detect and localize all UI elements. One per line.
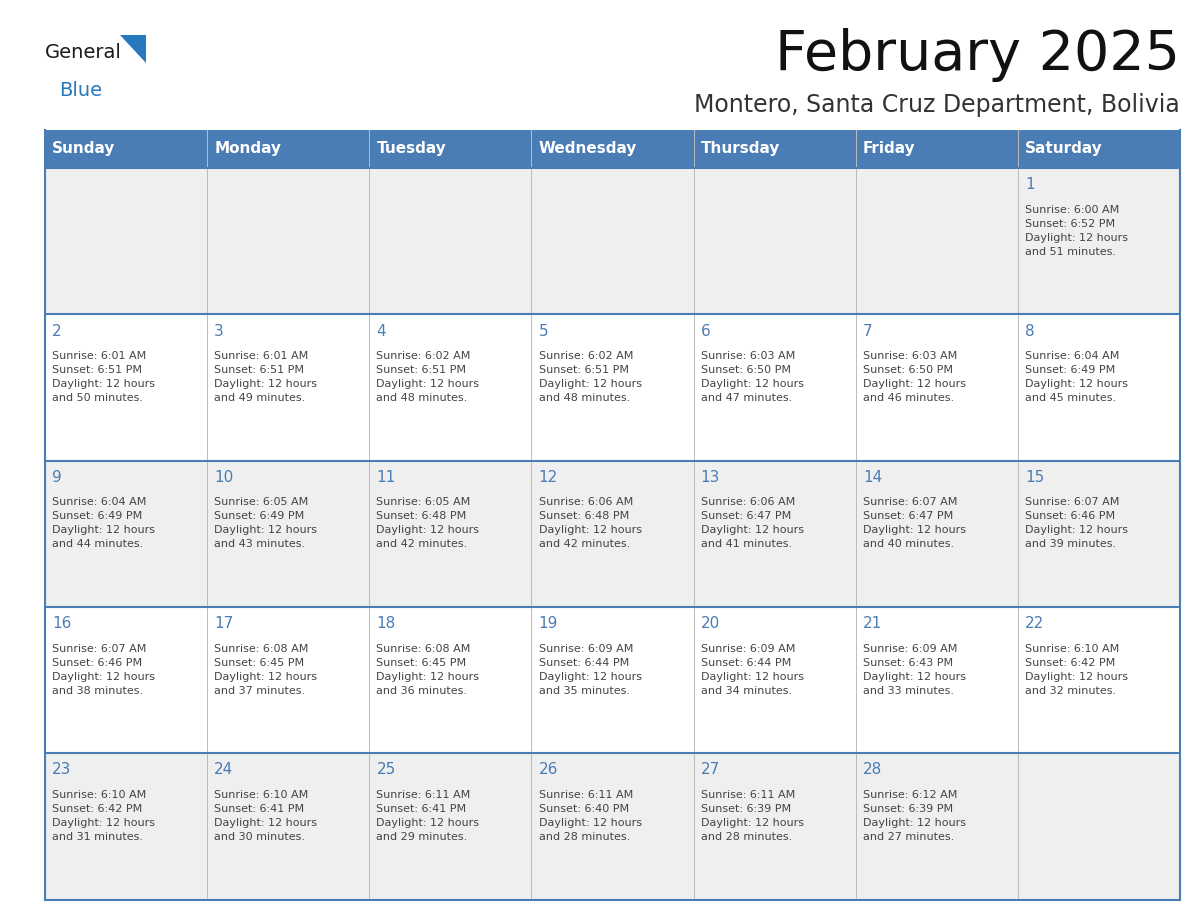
Text: Sunrise: 6:02 AM
Sunset: 6:51 PM
Daylight: 12 hours
and 48 minutes.: Sunrise: 6:02 AM Sunset: 6:51 PM Dayligh… (538, 351, 642, 403)
Text: Saturday: Saturday (1025, 141, 1102, 156)
Bar (45, 754, 1180, 900)
Text: Sunrise: 6:09 AM
Sunset: 6:43 PM
Daylight: 12 hours
and 33 minutes.: Sunrise: 6:09 AM Sunset: 6:43 PM Dayligh… (862, 644, 966, 696)
Text: 23: 23 (52, 763, 71, 778)
Text: 1: 1 (1025, 177, 1035, 192)
Text: Sunrise: 6:02 AM
Sunset: 6:51 PM
Daylight: 12 hours
and 48 minutes.: Sunrise: 6:02 AM Sunset: 6:51 PM Dayligh… (377, 351, 480, 403)
Text: Wednesday: Wednesday (538, 141, 637, 156)
Text: Sunrise: 6:11 AM
Sunset: 6:39 PM
Daylight: 12 hours
and 28 minutes.: Sunrise: 6:11 AM Sunset: 6:39 PM Dayligh… (701, 790, 804, 842)
Text: Sunrise: 6:03 AM
Sunset: 6:50 PM
Daylight: 12 hours
and 46 minutes.: Sunrise: 6:03 AM Sunset: 6:50 PM Dayligh… (862, 351, 966, 403)
Text: 3: 3 (214, 323, 225, 339)
Bar (45, 461, 1180, 607)
Text: Sunrise: 6:11 AM
Sunset: 6:40 PM
Daylight: 12 hours
and 28 minutes.: Sunrise: 6:11 AM Sunset: 6:40 PM Dayligh… (538, 790, 642, 842)
Text: Montero, Santa Cruz Department, Bolivia: Montero, Santa Cruz Department, Bolivia (694, 93, 1180, 117)
Text: Sunrise: 6:07 AM
Sunset: 6:47 PM
Daylight: 12 hours
and 40 minutes.: Sunrise: 6:07 AM Sunset: 6:47 PM Dayligh… (862, 498, 966, 549)
Text: General: General (45, 42, 122, 62)
Text: 2: 2 (52, 323, 62, 339)
Text: Sunrise: 6:01 AM
Sunset: 6:51 PM
Daylight: 12 hours
and 50 minutes.: Sunrise: 6:01 AM Sunset: 6:51 PM Dayligh… (52, 351, 156, 403)
Bar (45, 314, 1180, 461)
Text: 9: 9 (52, 470, 62, 485)
Text: Sunrise: 6:04 AM
Sunset: 6:49 PM
Daylight: 12 hours
and 44 minutes.: Sunrise: 6:04 AM Sunset: 6:49 PM Dayligh… (52, 498, 156, 549)
Text: 7: 7 (862, 323, 872, 339)
Text: 17: 17 (214, 616, 234, 632)
Text: Sunrise: 6:05 AM
Sunset: 6:49 PM
Daylight: 12 hours
and 43 minutes.: Sunrise: 6:05 AM Sunset: 6:49 PM Dayligh… (214, 498, 317, 549)
Text: 22: 22 (1025, 616, 1044, 632)
Text: 8: 8 (1025, 323, 1035, 339)
Text: Sunrise: 6:08 AM
Sunset: 6:45 PM
Daylight: 12 hours
and 36 minutes.: Sunrise: 6:08 AM Sunset: 6:45 PM Dayligh… (377, 644, 480, 696)
Text: 20: 20 (701, 616, 720, 632)
Text: Friday: Friday (862, 141, 916, 156)
Text: Sunrise: 6:11 AM
Sunset: 6:41 PM
Daylight: 12 hours
and 29 minutes.: Sunrise: 6:11 AM Sunset: 6:41 PM Dayligh… (377, 790, 480, 842)
Text: 16: 16 (52, 616, 71, 632)
Text: Tuesday: Tuesday (377, 141, 447, 156)
Text: Sunrise: 6:10 AM
Sunset: 6:42 PM
Daylight: 12 hours
and 32 minutes.: Sunrise: 6:10 AM Sunset: 6:42 PM Dayligh… (1025, 644, 1127, 696)
Text: 19: 19 (538, 616, 558, 632)
Text: 27: 27 (701, 763, 720, 778)
Text: Sunrise: 6:10 AM
Sunset: 6:41 PM
Daylight: 12 hours
and 30 minutes.: Sunrise: 6:10 AM Sunset: 6:41 PM Dayligh… (214, 790, 317, 842)
Text: Sunrise: 6:04 AM
Sunset: 6:49 PM
Daylight: 12 hours
and 45 minutes.: Sunrise: 6:04 AM Sunset: 6:49 PM Dayligh… (1025, 351, 1127, 403)
Text: 24: 24 (214, 763, 234, 778)
Text: 5: 5 (538, 323, 548, 339)
Text: Sunrise: 6:06 AM
Sunset: 6:48 PM
Daylight: 12 hours
and 42 minutes.: Sunrise: 6:06 AM Sunset: 6:48 PM Dayligh… (538, 498, 642, 549)
Text: 10: 10 (214, 470, 234, 485)
Text: 6: 6 (701, 323, 710, 339)
Text: 4: 4 (377, 323, 386, 339)
Text: February 2025: February 2025 (775, 28, 1180, 82)
Text: Sunrise: 6:03 AM
Sunset: 6:50 PM
Daylight: 12 hours
and 47 minutes.: Sunrise: 6:03 AM Sunset: 6:50 PM Dayligh… (701, 351, 804, 403)
Text: 26: 26 (538, 763, 558, 778)
Text: Sunrise: 6:01 AM
Sunset: 6:51 PM
Daylight: 12 hours
and 49 minutes.: Sunrise: 6:01 AM Sunset: 6:51 PM Dayligh… (214, 351, 317, 403)
Text: 13: 13 (701, 470, 720, 485)
Text: 14: 14 (862, 470, 883, 485)
Text: 21: 21 (862, 616, 883, 632)
Text: Sunrise: 6:07 AM
Sunset: 6:46 PM
Daylight: 12 hours
and 39 minutes.: Sunrise: 6:07 AM Sunset: 6:46 PM Dayligh… (1025, 498, 1127, 549)
Text: Sunrise: 6:09 AM
Sunset: 6:44 PM
Daylight: 12 hours
and 34 minutes.: Sunrise: 6:09 AM Sunset: 6:44 PM Dayligh… (701, 644, 804, 696)
Text: Sunrise: 6:05 AM
Sunset: 6:48 PM
Daylight: 12 hours
and 42 minutes.: Sunrise: 6:05 AM Sunset: 6:48 PM Dayligh… (377, 498, 480, 549)
Text: Sunrise: 6:10 AM
Sunset: 6:42 PM
Daylight: 12 hours
and 31 minutes.: Sunrise: 6:10 AM Sunset: 6:42 PM Dayligh… (52, 790, 156, 842)
Text: Sunrise: 6:00 AM
Sunset: 6:52 PM
Daylight: 12 hours
and 51 minutes.: Sunrise: 6:00 AM Sunset: 6:52 PM Dayligh… (1025, 205, 1127, 257)
Text: Sunrise: 6:08 AM
Sunset: 6:45 PM
Daylight: 12 hours
and 37 minutes.: Sunrise: 6:08 AM Sunset: 6:45 PM Dayligh… (214, 644, 317, 696)
Bar (45, 168, 1180, 314)
Text: 25: 25 (377, 763, 396, 778)
Text: 15: 15 (1025, 470, 1044, 485)
Text: 18: 18 (377, 616, 396, 632)
Text: Sunrise: 6:06 AM
Sunset: 6:47 PM
Daylight: 12 hours
and 41 minutes.: Sunrise: 6:06 AM Sunset: 6:47 PM Dayligh… (701, 498, 804, 549)
Text: Monday: Monday (214, 141, 282, 156)
Text: Thursday: Thursday (701, 141, 781, 156)
Text: Blue: Blue (59, 81, 102, 99)
Bar (45, 607, 1180, 754)
Text: 28: 28 (862, 763, 883, 778)
Text: Sunday: Sunday (52, 141, 115, 156)
Text: Sunrise: 6:09 AM
Sunset: 6:44 PM
Daylight: 12 hours
and 35 minutes.: Sunrise: 6:09 AM Sunset: 6:44 PM Dayligh… (538, 644, 642, 696)
Text: 12: 12 (538, 470, 558, 485)
Polygon shape (120, 36, 146, 63)
Text: 11: 11 (377, 470, 396, 485)
Bar (45, 130, 1180, 168)
Text: Sunrise: 6:07 AM
Sunset: 6:46 PM
Daylight: 12 hours
and 38 minutes.: Sunrise: 6:07 AM Sunset: 6:46 PM Dayligh… (52, 644, 156, 696)
Text: Sunrise: 6:12 AM
Sunset: 6:39 PM
Daylight: 12 hours
and 27 minutes.: Sunrise: 6:12 AM Sunset: 6:39 PM Dayligh… (862, 790, 966, 842)
